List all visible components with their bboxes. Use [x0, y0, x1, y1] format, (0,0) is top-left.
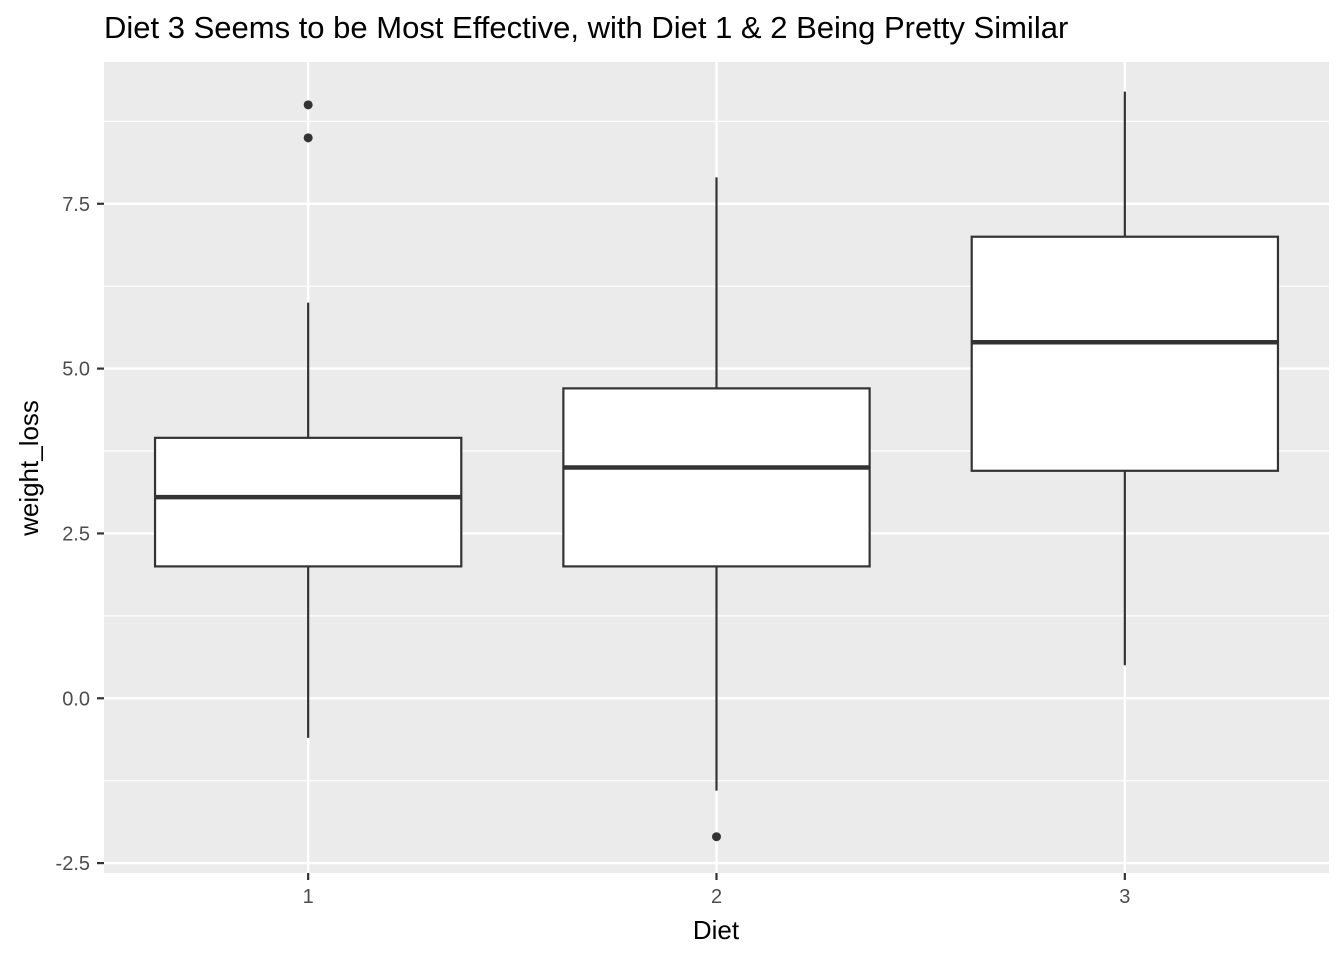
iqr-box — [153, 436, 463, 568]
y-tick-label: 7.5 — [62, 194, 90, 216]
x-tick-label: 3 — [1119, 886, 1130, 908]
x-axis: 1 2 3 — [303, 873, 1130, 908]
y-tick-label: -2.5 — [56, 853, 90, 875]
x-tick-label: 2 — [711, 886, 722, 908]
outlier-point — [712, 832, 721, 842]
box-diet-1 — [153, 100, 463, 738]
chart-title: Diet 3 Seems to be Most Effective, with … — [104, 10, 1069, 45]
boxes — [153, 91, 1280, 842]
iqr-box — [562, 387, 871, 568]
outlier-point — [303, 100, 313, 110]
y-tick-label: 2.5 — [62, 523, 90, 545]
x-axis-title: Diet — [693, 915, 740, 945]
y-axis: -2.5 0.0 2.5 5.0 7.5 — [56, 194, 104, 875]
box-diet-2 — [562, 177, 871, 842]
y-tick-label: 5.0 — [62, 359, 90, 381]
box-diet-3 — [970, 91, 1280, 666]
x-tick-label: 1 — [303, 886, 314, 908]
iqr-box — [970, 235, 1280, 472]
outlier-point — [303, 133, 313, 143]
y-axis-title: weight_loss — [14, 400, 44, 537]
y-tick-label: 0.0 — [62, 688, 90, 710]
